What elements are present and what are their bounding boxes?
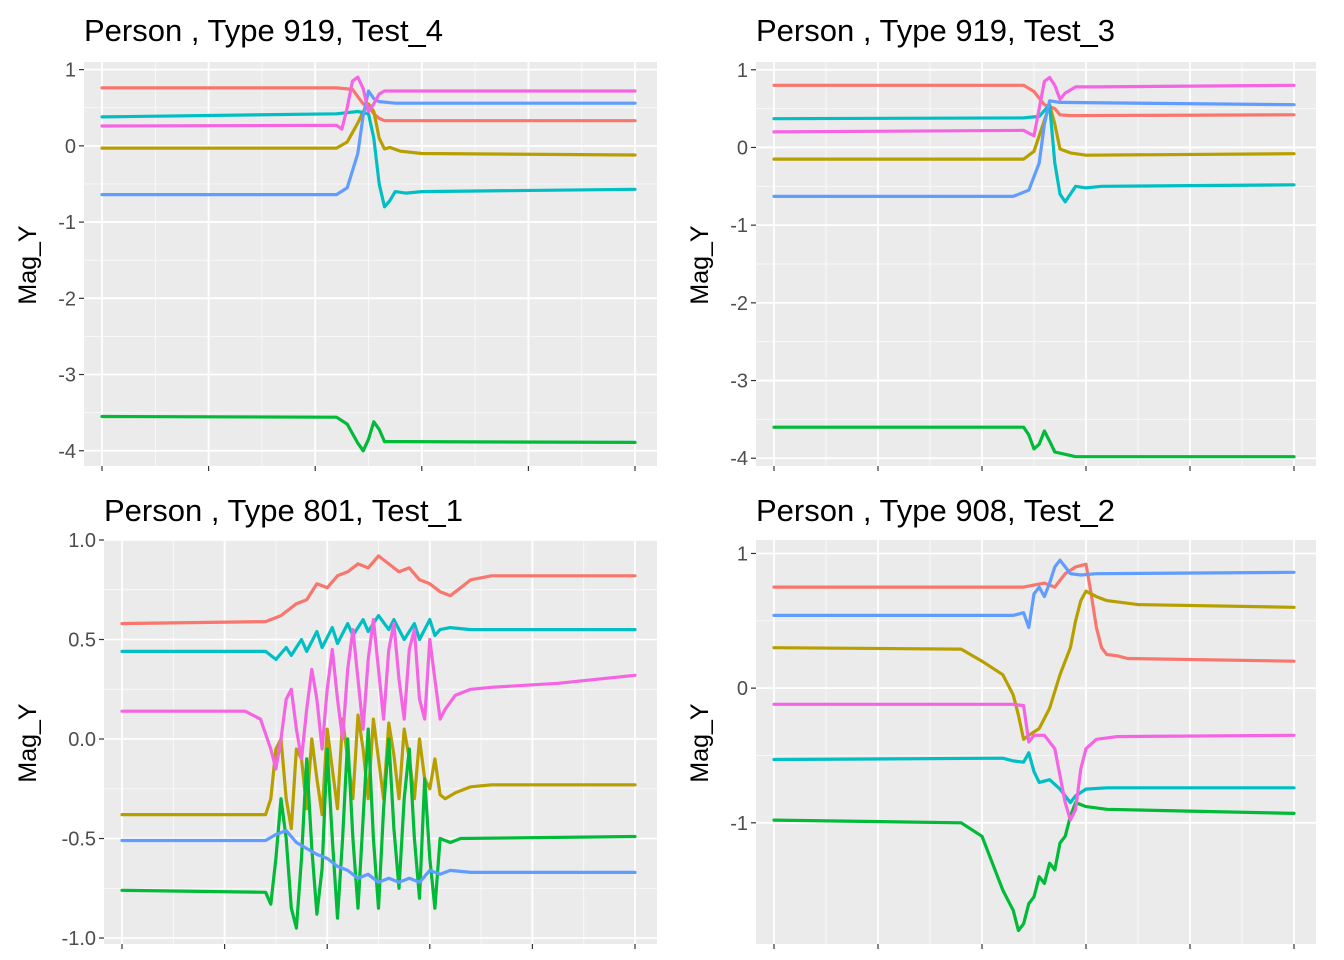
y-axis-label: Mag_Y (686, 225, 714, 305)
series-line (120, 829, 637, 884)
y-tick-label: 1 (65, 60, 76, 82)
y-tick-label: 0.5 (68, 630, 96, 652)
facet-test-2: Person , Type 908, Test_2 Mag_Y 1 0 -1 (686, 493, 1316, 949)
y-tick-label: 0.0 (68, 729, 96, 751)
y-tick-label: -2 (58, 288, 76, 310)
series-line (120, 713, 637, 831)
y-tick-label: 0 (737, 678, 748, 700)
y-tick-label: -2 (730, 293, 748, 315)
y-tick-label: 1 (737, 543, 748, 565)
y-tick-label: -4 (730, 448, 748, 470)
series-line (772, 425, 1296, 459)
y-axis-label: Mag_Y (14, 703, 42, 783)
y-tick-label: 0 (65, 136, 76, 158)
series-line (772, 702, 1296, 822)
panel-title: Person , Type 919, Test_4 (84, 13, 443, 48)
series-line (120, 727, 637, 930)
series-line (772, 558, 1296, 630)
y-tick-label: -1 (730, 813, 748, 835)
y-axis-label: Mag_Y (14, 225, 42, 305)
series-line (772, 562, 1296, 663)
facet-test-3: Person , Type 919, Test_3 Mag_Y 1 0 -1 -2 -3… (686, 13, 1316, 471)
series-line (772, 99, 1296, 198)
y-tick-label: -1 (58, 212, 76, 234)
series-line (772, 75, 1296, 138)
series-line (772, 751, 1296, 805)
y-tick-label: -1.0 (62, 928, 96, 950)
y-tick-label: 1 (737, 60, 748, 82)
y-tick-label: -3 (730, 371, 748, 393)
series-line (772, 103, 1296, 161)
series-line (120, 614, 637, 661)
series-line (772, 801, 1296, 933)
series-line (772, 589, 1296, 741)
facet-test-4: Person , Type 919, Test_4 Mag_Y 1 0 -1 -2 -3… (14, 13, 657, 471)
y-tick-label: 1.0 (68, 530, 96, 552)
y-tick-label: 0 (737, 137, 748, 159)
series-line (100, 109, 637, 209)
series-line (120, 554, 637, 626)
y-tick-label: -0.5 (62, 829, 96, 851)
facet-test-1: Person , Type 801, Test_1 Mag_Y 1.0 0.5 0.… (14, 493, 657, 950)
panel-title: Person , Type 801, Test_1 (104, 493, 463, 528)
y-tick-label: -1 (730, 215, 748, 237)
panel-title: Person , Type 908, Test_2 (756, 493, 1115, 528)
series-line (100, 102, 637, 157)
y-tick-label: -4 (58, 441, 76, 463)
y-axis-label: Mag_Y (686, 703, 714, 783)
series-line (100, 414, 637, 453)
series-line (120, 618, 637, 771)
panel-title: Person , Type 919, Test_3 (756, 13, 1115, 48)
series-line (100, 75, 637, 131)
y-tick-label: -3 (58, 365, 76, 387)
